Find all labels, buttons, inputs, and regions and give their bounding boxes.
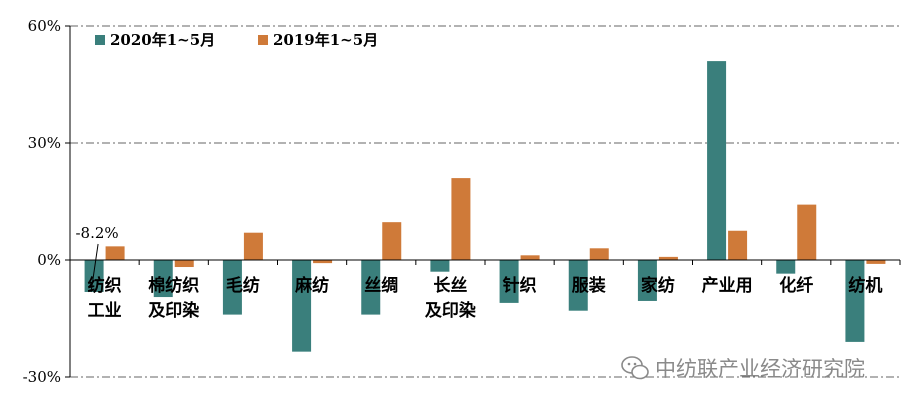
legend-label-2019: 2019年1~5月 [273, 31, 378, 49]
bar-2019 [105, 246, 125, 260]
data-label-leader [90, 243, 99, 293]
bar-2020 [84, 260, 104, 292]
bar-2019 [797, 204, 817, 260]
bar-2019 [866, 260, 886, 264]
category-label: 及印染 [425, 300, 476, 321]
category-label: 工业 [88, 301, 122, 321]
bar-2020 [153, 260, 173, 298]
category-label: 及印染 [148, 300, 199, 321]
watermark-text: 中纺联产业经济研究院 [655, 357, 865, 381]
y-tick-label: -30% [23, 368, 61, 386]
y-tick-label: 30% [28, 134, 61, 152]
bar-2019 [313, 260, 333, 264]
bar-2019 [382, 222, 402, 260]
category-label: 产业用 [702, 275, 753, 296]
bar-2019 [520, 255, 540, 260]
axes [65, 25, 901, 378]
bar-2020 [222, 260, 242, 315]
bar-2020 [776, 260, 796, 274]
gridlines [70, 25, 900, 378]
wechat-icon [621, 356, 649, 380]
category-label: 麻纺 [294, 275, 329, 296]
bar-2020 [361, 260, 381, 315]
bars [84, 61, 886, 352]
category-label: 化纤 [779, 275, 813, 296]
category-label: 服装 [572, 275, 606, 296]
y-tick-label: 60% [28, 17, 61, 35]
category-label: 毛纺 [226, 275, 260, 296]
bar-2020 [637, 260, 657, 301]
bar-2020 [845, 260, 865, 342]
bar-2019 [174, 260, 194, 268]
data-label: -8.2% [75, 224, 118, 242]
legend: 2020年1~5月 2019年1~5月 [95, 31, 378, 49]
category-label: 纺机 [848, 275, 882, 296]
legend-label-2020: 2020年1~5月 [110, 31, 215, 49]
category-label: 丝绸 [364, 275, 398, 296]
category-label: 针织 [503, 275, 537, 296]
bar-2020 [430, 260, 450, 272]
category-label: 家纺 [641, 275, 675, 296]
legend-swatch-2019 [258, 35, 268, 45]
category-label: 棉纺织 [148, 275, 199, 296]
bar-2019 [243, 232, 263, 260]
category-label: 纺织 [88, 275, 122, 296]
legend-swatch-2020 [95, 35, 105, 45]
bar-2020 [292, 260, 312, 352]
bar-2020 [568, 260, 588, 311]
bar-2020 [499, 260, 519, 303]
bar-2019 [451, 178, 471, 260]
watermark: 中纺联产业经济研究院 [621, 356, 865, 381]
bar-2019 [589, 248, 609, 260]
bar-2020 [707, 61, 727, 260]
category-label: 长丝 [433, 275, 467, 296]
y-tick-label: 0% [37, 251, 61, 269]
bar-2019 [658, 256, 678, 260]
bar-2019 [728, 230, 748, 260]
